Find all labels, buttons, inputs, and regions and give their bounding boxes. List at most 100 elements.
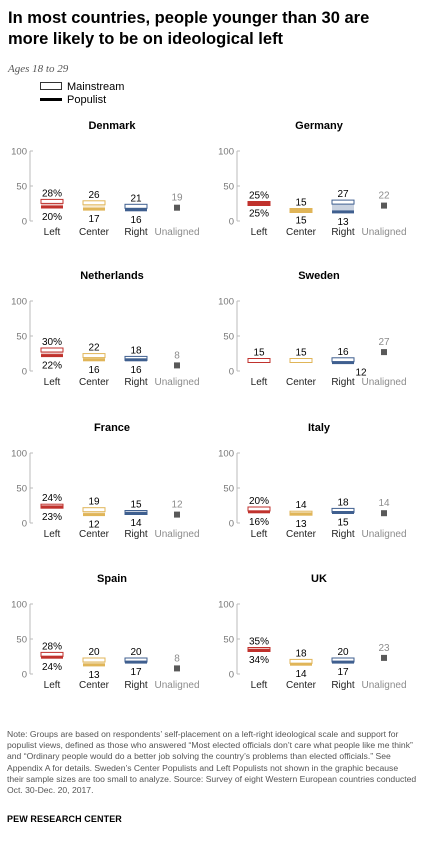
mainstream-value-label: 18 bbox=[337, 497, 349, 508]
x-tick-label: Left bbox=[251, 680, 268, 691]
unaligned-value-label: 23 bbox=[378, 643, 390, 654]
chart-subtitle: Ages 18 to 29 bbox=[8, 63, 69, 75]
x-tick-label: Unaligned bbox=[154, 227, 199, 238]
mainstream-value-label: 20 bbox=[130, 647, 142, 658]
populist-mark bbox=[248, 510, 270, 514]
y-tick-label: 0 bbox=[229, 519, 234, 530]
mainstream-value-label: 30% bbox=[42, 337, 62, 348]
range-band bbox=[332, 202, 354, 212]
populist-value-label: 16 bbox=[130, 365, 142, 376]
panel-germany: Germany050100Left25%25%Center1515Right27… bbox=[218, 120, 406, 238]
x-tick-label: Unaligned bbox=[361, 529, 406, 540]
y-tick-label: 100 bbox=[218, 297, 234, 308]
populist-value-label: 12 bbox=[88, 520, 100, 531]
y-tick-label: 100 bbox=[218, 600, 234, 611]
x-tick-label: Center bbox=[286, 377, 317, 388]
mainstream-value-label: 26 bbox=[88, 190, 100, 201]
x-tick-label: Center bbox=[286, 227, 317, 238]
x-tick-label: Right bbox=[124, 227, 148, 238]
populist-mark bbox=[41, 205, 63, 209]
mainstream-value-label: 14 bbox=[295, 500, 307, 511]
panel-netherlands: Netherlands050100Left30%22%Center2216Rig… bbox=[11, 270, 199, 388]
y-tick-label: 50 bbox=[16, 332, 27, 343]
mainstream-mark bbox=[40, 198, 64, 204]
populist-mark bbox=[290, 512, 312, 516]
x-tick-label: Unaligned bbox=[154, 680, 199, 691]
y-tick-label: 50 bbox=[16, 484, 27, 495]
panel-uk: UK 0 50 100 Left 35% 34% Center 18 14 Right 20 17 Una… bbox=[218, 573, 406, 691]
populist-mark bbox=[290, 662, 312, 666]
panel-france: France 0 50 100 Left 24% 23% Center 19 12 Right 15 1… bbox=[11, 422, 199, 540]
mainstream-value-label: 15 bbox=[130, 500, 142, 511]
mainstream-value-label: 15 bbox=[295, 348, 307, 359]
mainstream-value-label: 24% bbox=[42, 493, 62, 504]
mainstream-value-label: 15 bbox=[295, 198, 307, 209]
populist-value-label: 20% bbox=[42, 212, 62, 223]
x-tick-label: Unaligned bbox=[361, 377, 406, 388]
populist-value-label: 13 bbox=[337, 217, 349, 228]
populist-value-label: 17 bbox=[88, 214, 100, 225]
range-band bbox=[41, 201, 63, 207]
x-tick-label: Left bbox=[44, 529, 61, 540]
unaligned-marker bbox=[174, 204, 180, 211]
mainstream-mark bbox=[331, 199, 355, 205]
unaligned-marker bbox=[381, 510, 387, 517]
mainstream-mark bbox=[124, 203, 148, 209]
x-tick-label: Right bbox=[124, 529, 148, 540]
populist-value-label: 14 bbox=[295, 669, 307, 680]
unaligned-value-label: 19 bbox=[171, 193, 183, 204]
populist-value-label: 17 bbox=[337, 667, 349, 678]
chart-note: Note: Groups are based on respondents’ s… bbox=[7, 729, 417, 796]
unaligned-value-label: 8 bbox=[174, 350, 180, 361]
populist-value-label: 16% bbox=[249, 517, 269, 528]
x-tick-label: Left bbox=[44, 227, 61, 238]
unaligned-value-label: 8 bbox=[174, 653, 180, 664]
legend-label-mainstream: Mainstream bbox=[67, 81, 125, 93]
source-brand: PEW RESEARCH CENTER bbox=[7, 814, 122, 824]
mainstream-value-label: 15 bbox=[253, 348, 265, 359]
mainstream-mark bbox=[82, 507, 106, 513]
populist-value-label: 16 bbox=[88, 365, 100, 376]
mainstream-value-label: 19 bbox=[88, 497, 100, 508]
x-tick-label: Center bbox=[286, 529, 317, 540]
populist-mark bbox=[332, 660, 354, 664]
y-tick-label: 50 bbox=[223, 182, 234, 193]
mainstream-value-label: 28% bbox=[42, 188, 62, 199]
unaligned-marker bbox=[174, 665, 180, 672]
x-tick-label: Left bbox=[44, 377, 61, 388]
populist-value-label: 22% bbox=[42, 361, 62, 372]
unaligned-marker bbox=[381, 202, 387, 209]
legend-swatch-mainstream bbox=[40, 82, 62, 90]
legend-label-populist: Populist bbox=[67, 94, 107, 106]
populist-mark bbox=[83, 513, 105, 517]
y-tick-label: 0 bbox=[229, 217, 234, 228]
populist-mark bbox=[332, 210, 354, 214]
populist-value-label: 13 bbox=[295, 519, 307, 530]
panel-title: Denmark bbox=[88, 120, 136, 132]
y-tick-label: 0 bbox=[22, 217, 27, 228]
y-tick-label: 100 bbox=[11, 297, 27, 308]
x-tick-label: Unaligned bbox=[154, 377, 199, 388]
y-tick-label: 100 bbox=[11, 147, 27, 158]
y-tick-label: 100 bbox=[11, 600, 27, 611]
unaligned-value-label: 12 bbox=[171, 500, 183, 511]
y-tick-label: 50 bbox=[223, 484, 234, 495]
unaligned-value-label: 27 bbox=[378, 337, 390, 348]
mainstream-value-label: 16 bbox=[337, 347, 349, 358]
populist-mark bbox=[248, 202, 270, 205]
panel-italy: Italy 0 50 100 Left 20% 16% Center 14 13 Right 18 15… bbox=[218, 422, 406, 540]
mainstream-mark bbox=[247, 358, 271, 363]
y-tick-label: 50 bbox=[223, 332, 234, 343]
panel-title: UK bbox=[311, 573, 327, 585]
populist-mark bbox=[83, 207, 105, 211]
populist-mark bbox=[41, 354, 63, 358]
mainstream-mark bbox=[82, 657, 106, 663]
mainstream-value-label: 28% bbox=[42, 641, 62, 652]
x-tick-label: Left bbox=[251, 227, 268, 238]
panel-title: Spain bbox=[97, 573, 127, 585]
x-tick-label: Center bbox=[79, 377, 110, 388]
y-tick-label: 0 bbox=[22, 519, 27, 530]
panel-sweden: Sweden 0 50 100 Left 15 Center 15 Right 16 12Unali… bbox=[218, 270, 406, 388]
mainstream-value-label: 22 bbox=[88, 343, 100, 354]
populist-mark bbox=[83, 358, 105, 362]
